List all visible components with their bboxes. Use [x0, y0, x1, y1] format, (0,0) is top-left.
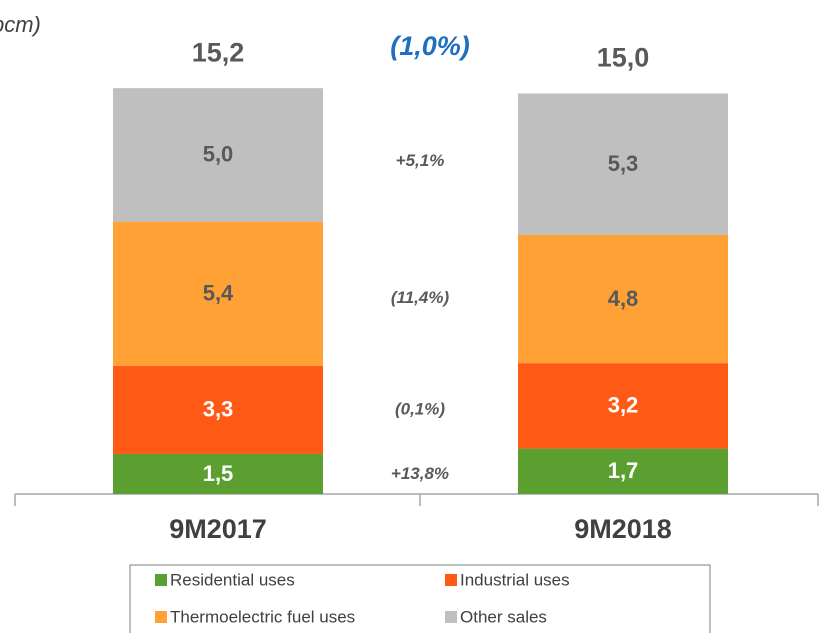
- bar-segment: [518, 363, 728, 449]
- bar-segment: [518, 93, 728, 236]
- data-label: 5,0: [203, 142, 234, 167]
- legend-swatch: [155, 574, 167, 586]
- bar-segment: [113, 365, 323, 454]
- data-label: 3,2: [608, 393, 639, 418]
- unit-note: bcm): [0, 12, 41, 37]
- data-label: 5,4: [203, 281, 234, 306]
- x-tick-label: 9M2018: [574, 514, 672, 544]
- data-label: 1,5: [203, 461, 234, 486]
- data-label: 4,8: [608, 286, 639, 311]
- legend-swatch: [445, 574, 457, 586]
- bar-segment: [113, 453, 323, 494]
- legend-label: Industrial uses: [460, 570, 570, 589]
- legend-label: Residential uses: [170, 570, 295, 589]
- bar-segment: [113, 88, 323, 222]
- bar-segment: [518, 235, 728, 364]
- legend-box: [129, 564, 711, 633]
- bar-segment: [518, 448, 728, 494]
- total-change: (1,0%): [390, 31, 470, 61]
- x-tick-label: 9M2017: [169, 514, 267, 544]
- legend-label: Other sales: [460, 607, 547, 626]
- total-label: 15,0: [597, 43, 650, 73]
- legend-swatch: [445, 611, 457, 623]
- change-label: +5,1%: [396, 151, 445, 170]
- change-label: (11,4%): [391, 288, 450, 307]
- legend-swatch: [155, 611, 167, 623]
- total-label: 15,2: [192, 37, 245, 67]
- change-label: (0,1%): [395, 399, 445, 418]
- change-label: +13,8%: [391, 464, 449, 483]
- data-label: 1,7: [608, 458, 639, 483]
- legend-label: Thermoelectric fuel uses: [170, 607, 355, 626]
- bar-segment: [113, 221, 323, 366]
- data-label: 5,3: [608, 151, 639, 176]
- data-label: 3,3: [203, 397, 234, 422]
